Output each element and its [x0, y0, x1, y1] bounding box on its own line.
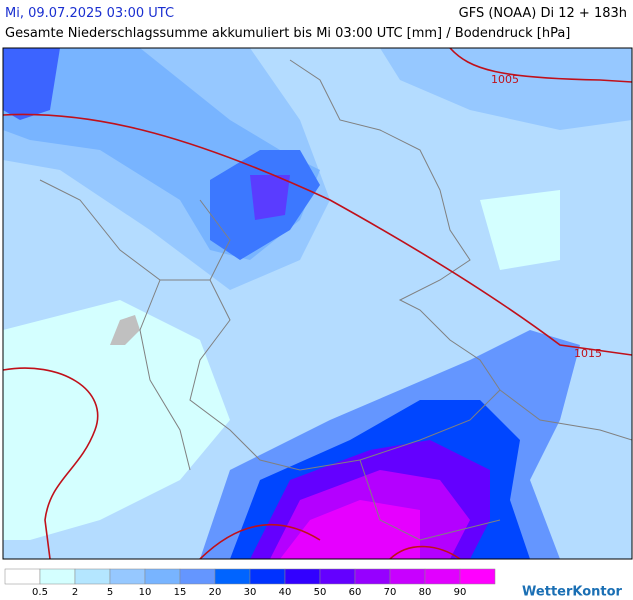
legend-label: 5	[107, 587, 113, 598]
legend: 0.5 2 5 10 15 20 30 40 50 60 70 80 90	[4, 568, 496, 598]
legend-swatch	[39, 568, 76, 585]
legend-label: 15	[174, 587, 187, 598]
map-subtitle: Gesamte Niederschlagssumme akkumuliert b…	[5, 26, 571, 41]
isobar-label: 1015	[574, 347, 602, 360]
legend-label: 2	[72, 587, 78, 598]
map-frame	[2, 47, 633, 560]
legend-label: 0.5	[32, 587, 48, 598]
legend-swatch	[144, 568, 181, 585]
brand-logo: WetterKontor	[522, 585, 623, 600]
legend-label: 40	[279, 587, 292, 598]
legend-label: 80	[419, 587, 432, 598]
legend-label: 60	[349, 587, 362, 598]
legend-swatch	[354, 568, 391, 585]
legend-swatch	[389, 568, 426, 585]
legend-swatch	[459, 568, 496, 585]
legend-swatch	[179, 568, 216, 585]
legend-swatch	[4, 568, 41, 585]
legend-swatch	[109, 568, 146, 585]
legend-label: 70	[384, 587, 397, 598]
legend-swatch	[424, 568, 461, 585]
isobar-label: 1005	[491, 73, 519, 86]
legend-label: 30	[244, 587, 257, 598]
valid-time: Mi, 09.07.2025 03:00 UTC	[5, 6, 175, 21]
legend-label: 90	[454, 587, 467, 598]
legend-label: 50	[314, 587, 327, 598]
model-run: GFS (NOAA) Di 12 + 183h	[458, 6, 627, 21]
legend-swatch	[284, 568, 321, 585]
legend-label: 20	[209, 587, 222, 598]
legend-swatch	[249, 568, 286, 585]
precipitation-field	[3, 48, 632, 559]
legend-swatch	[319, 568, 356, 585]
legend-label: 10	[139, 587, 152, 598]
borders	[39, 59, 632, 541]
legend-swatch	[214, 568, 251, 585]
legend-swatch	[74, 568, 111, 585]
isobars	[3, 48, 632, 559]
